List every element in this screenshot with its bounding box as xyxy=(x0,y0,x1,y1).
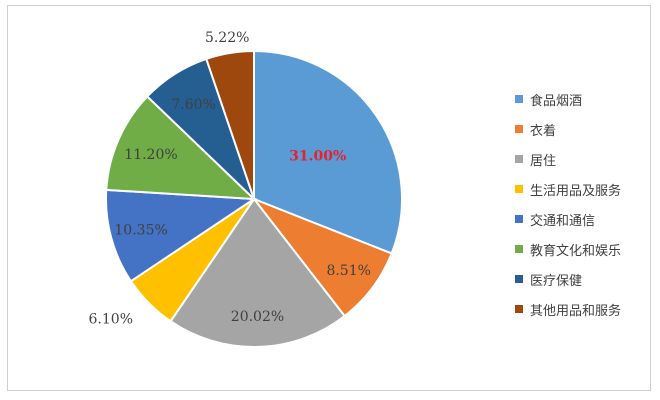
pie-slice xyxy=(105,188,258,283)
legend-swatch xyxy=(515,245,523,253)
data-label: 11.20% xyxy=(124,147,177,163)
legend-item: 衣着 xyxy=(515,114,621,144)
data-label: 8.51% xyxy=(326,263,370,279)
legend-swatch xyxy=(515,215,523,223)
legend-item: 交通和通信 xyxy=(515,204,621,234)
legend-swatch xyxy=(515,305,523,313)
data-label: 31.00% xyxy=(289,149,346,165)
legend-item: 生活用品及服务 xyxy=(515,174,621,204)
legend-swatch xyxy=(515,95,523,103)
pie-slice xyxy=(169,197,347,349)
pie-chart: 31.00% 8.51% 20.02% 6.10% 10.35% 11.20% 7.60% 5… xyxy=(89,30,403,349)
data-label: 10.35% xyxy=(114,223,167,239)
legend-label: 交通和通信 xyxy=(530,213,596,229)
data-label: 5.22% xyxy=(205,30,249,46)
legend-item: 其他用品和服务 xyxy=(515,294,621,324)
legend-label: 食品烟酒 xyxy=(530,93,583,109)
legend-item: 教育文化和娱乐 xyxy=(515,234,621,264)
legend-swatch xyxy=(515,275,523,283)
pie-slices xyxy=(105,49,403,349)
legend-item: 食品烟酒 xyxy=(515,84,621,114)
legend-swatch xyxy=(515,185,523,193)
legend-item: 居住 xyxy=(515,144,621,174)
data-label: 20.02% xyxy=(231,309,284,325)
legend-label: 教育文化和娱乐 xyxy=(530,243,622,259)
legend-label: 其他用品和服务 xyxy=(530,303,622,319)
legend-label: 医疗保健 xyxy=(530,273,583,289)
data-label: 6.10% xyxy=(89,312,133,328)
legend-label: 居住 xyxy=(530,153,557,169)
legend-item: 医疗保健 xyxy=(515,264,621,294)
legend-swatch xyxy=(515,155,523,163)
data-label: 7.60% xyxy=(171,97,215,113)
legend: 食品烟酒衣着居住生活用品及服务 交通和通信教育文化和娱乐 医疗保健其他用品和服务 xyxy=(515,84,621,324)
legend-label: 生活用品及服务 xyxy=(530,183,622,199)
pie-data-labels: 31.00% 8.51% 20.02% 6.10% 10.35% 11.20% 7.60% 5… xyxy=(89,30,371,328)
pie-slice xyxy=(105,95,257,201)
chart-frame: 31.00% 8.51% 20.02% 6.10% 10.35% 11.20% 7.60% 5… xyxy=(7,5,651,391)
legend-label: 衣着 xyxy=(530,123,557,139)
legend-swatch xyxy=(515,125,523,133)
pie-slice xyxy=(253,49,403,255)
pie-slice xyxy=(205,49,255,200)
